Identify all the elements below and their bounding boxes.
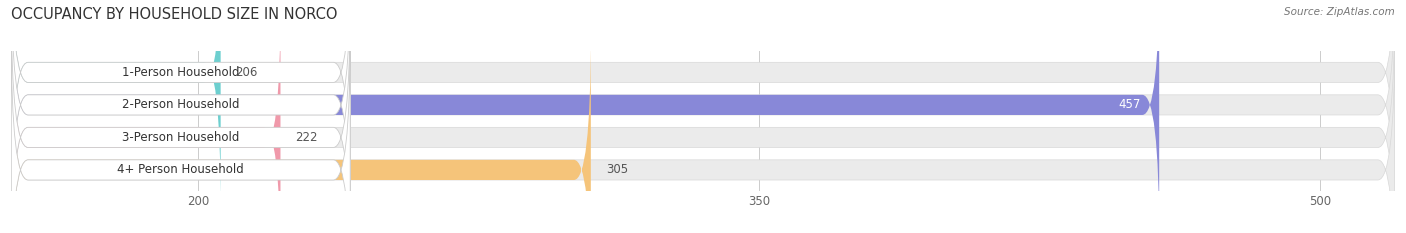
FancyBboxPatch shape [11, 0, 350, 233]
FancyBboxPatch shape [11, 0, 350, 209]
FancyBboxPatch shape [11, 0, 221, 209]
FancyBboxPatch shape [11, 0, 1395, 209]
FancyBboxPatch shape [11, 34, 1395, 233]
Text: 206: 206 [236, 66, 257, 79]
Text: 305: 305 [606, 163, 628, 176]
Text: Source: ZipAtlas.com: Source: ZipAtlas.com [1284, 7, 1395, 17]
Text: 222: 222 [295, 131, 318, 144]
FancyBboxPatch shape [11, 34, 591, 233]
FancyBboxPatch shape [11, 1, 280, 233]
FancyBboxPatch shape [11, 34, 350, 233]
Text: 4+ Person Household: 4+ Person Household [117, 163, 245, 176]
Text: OCCUPANCY BY HOUSEHOLD SIZE IN NORCO: OCCUPANCY BY HOUSEHOLD SIZE IN NORCO [11, 7, 337, 22]
Text: 1-Person Household: 1-Person Household [122, 66, 239, 79]
Text: 457: 457 [1118, 98, 1140, 111]
FancyBboxPatch shape [11, 1, 350, 233]
FancyBboxPatch shape [11, 0, 1159, 233]
FancyBboxPatch shape [11, 1, 1395, 233]
FancyBboxPatch shape [11, 0, 1395, 233]
Text: 2-Person Household: 2-Person Household [122, 98, 239, 111]
Text: 3-Person Household: 3-Person Household [122, 131, 239, 144]
